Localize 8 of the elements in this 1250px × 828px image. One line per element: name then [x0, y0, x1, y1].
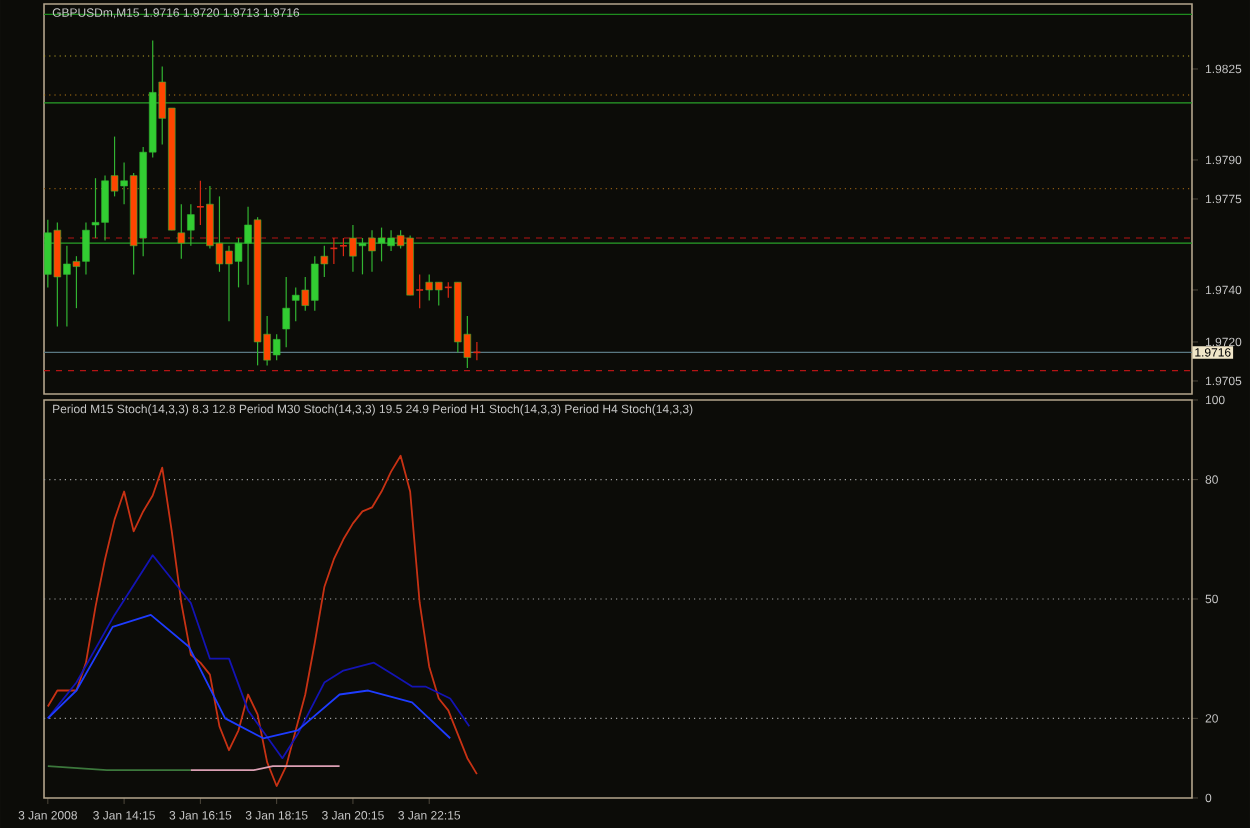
line-series [46, 614, 452, 740]
line-series [46, 554, 471, 760]
candlestick [282, 276, 290, 348]
candlestick [187, 203, 195, 247]
candlestick [415, 273, 424, 309]
candlestick [177, 203, 186, 260]
candlestick [196, 180, 205, 226]
candlestick [339, 237, 348, 257]
